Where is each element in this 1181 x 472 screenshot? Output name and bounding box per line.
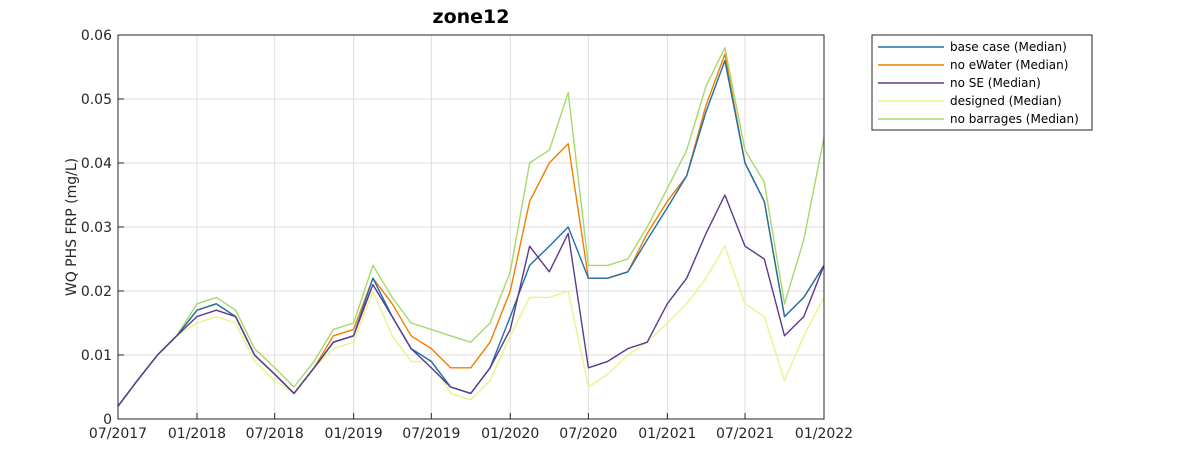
series-line-2 <box>117 194 825 407</box>
x-tick-label: 07/2019 <box>402 426 460 442</box>
y-tick-label: 0 <box>103 412 112 428</box>
legend: base case (Median) no eWater (Median) no S… <box>871 34 1093 131</box>
legend-label: no barrages (Median) <box>950 112 1079 126</box>
y-tick-label: 0.06 <box>81 28 112 44</box>
x-tick-label: 01/2018 <box>168 426 226 442</box>
x-tick-label: 07/2020 <box>559 426 617 442</box>
x-tick-label: 01/2019 <box>325 426 383 442</box>
chart-title: zone12 <box>433 6 510 28</box>
legend-label: base case (Median) <box>950 40 1067 54</box>
legend-label: designed (Median) <box>950 94 1062 108</box>
y-tick-label: 0.05 <box>81 92 112 108</box>
y-tick-label: 0.03 <box>81 220 112 236</box>
y-tick-label: 0.02 <box>81 284 112 300</box>
x-tick-label: 07/2017 <box>89 426 147 442</box>
x-tick-label: 01/2020 <box>481 426 539 442</box>
y-tick-label: 0.01 <box>81 348 112 364</box>
series-line-3 <box>117 245 825 407</box>
x-tick-label: 01/2022 <box>795 426 853 442</box>
x-tick-label: 07/2018 <box>246 426 304 442</box>
axis-ticks: 07/2017 01/2018 07/2018 01/2019 07/2019 01/20… <box>81 28 853 442</box>
legend-label: no SE (Median) <box>950 76 1041 90</box>
legend-label: no eWater (Median) <box>950 58 1068 72</box>
series-layer <box>117 47 825 407</box>
y-axis-label: WQ PHS FRP (mg/L) <box>64 158 80 296</box>
series-line-4 <box>117 47 825 407</box>
x-tick-label: 01/2021 <box>638 426 696 442</box>
x-tick-label: 07/2021 <box>716 426 774 442</box>
y-tick-label: 0.04 <box>81 156 112 172</box>
